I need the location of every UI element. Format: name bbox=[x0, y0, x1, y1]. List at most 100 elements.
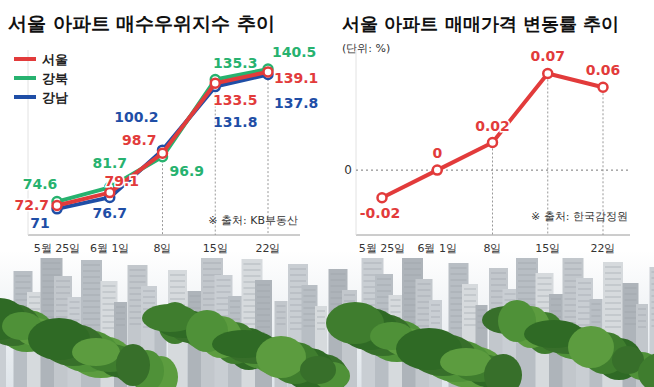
building-window bbox=[431, 305, 440, 306]
tree bbox=[256, 336, 306, 378]
tree bbox=[484, 354, 522, 387]
data-label: 72.7 bbox=[14, 197, 49, 213]
building-window bbox=[638, 321, 646, 322]
building-window bbox=[418, 326, 431, 327]
building-window bbox=[518, 299, 536, 300]
building-window bbox=[130, 270, 146, 271]
building-window bbox=[518, 293, 536, 294]
tree bbox=[638, 352, 654, 387]
building-window bbox=[70, 308, 80, 309]
tree bbox=[300, 356, 336, 384]
building-window bbox=[257, 303, 270, 304]
building-window bbox=[652, 320, 654, 321]
building-window bbox=[418, 308, 431, 309]
building-window bbox=[605, 279, 621, 280]
building-window bbox=[277, 324, 286, 325]
building-window bbox=[304, 296, 316, 297]
building-window bbox=[538, 278, 552, 279]
building-window bbox=[652, 314, 654, 315]
data-label: 0.06 bbox=[586, 62, 621, 78]
building-window bbox=[203, 269, 221, 270]
marker bbox=[599, 83, 608, 92]
chart: 서울 아파트 매매가격 변동률 추이(단위: %)05월 25일6월 1일8일1… bbox=[342, 13, 630, 255]
building-window bbox=[431, 323, 440, 324]
data-label: 76.7 bbox=[92, 205, 127, 221]
building-window bbox=[344, 295, 355, 296]
building-window bbox=[377, 285, 391, 286]
building-window bbox=[257, 315, 270, 316]
building-window bbox=[103, 316, 116, 317]
building-window bbox=[592, 316, 601, 317]
line bbox=[382, 73, 603, 197]
data-labels: 7176.7100.2131.8137.874.681.796.9135.314… bbox=[14, 44, 318, 231]
building-window bbox=[625, 324, 637, 325]
data-label: 0.02 bbox=[475, 118, 510, 134]
building-window bbox=[464, 295, 476, 296]
building-window bbox=[143, 303, 155, 304]
drop-line bbox=[492, 149, 493, 236]
building-window bbox=[190, 308, 201, 309]
building-window bbox=[331, 280, 346, 281]
building-window bbox=[551, 305, 561, 306]
building-window bbox=[70, 302, 80, 303]
building-window bbox=[538, 290, 552, 291]
data-label: 131.8 bbox=[213, 114, 257, 130]
building-window bbox=[170, 287, 185, 288]
building-window bbox=[257, 291, 270, 292]
background-photo bbox=[0, 250, 654, 387]
building-window bbox=[652, 302, 654, 303]
building-window bbox=[565, 269, 582, 270]
building-window bbox=[464, 313, 476, 314]
building-window bbox=[518, 281, 536, 282]
marker bbox=[264, 67, 273, 76]
x-axis bbox=[356, 235, 630, 236]
building-window bbox=[83, 271, 100, 272]
building-window bbox=[83, 319, 100, 320]
building-window bbox=[605, 297, 621, 298]
building-window bbox=[578, 301, 591, 302]
building-window bbox=[605, 273, 621, 274]
building-window bbox=[404, 269, 421, 270]
building-window bbox=[190, 302, 201, 303]
building-window bbox=[130, 282, 146, 283]
data-label: 81.7 bbox=[92, 155, 127, 171]
building-window bbox=[638, 309, 646, 310]
title: 서울 아파트 매매가격 변동률 추이 bbox=[342, 13, 619, 34]
building-window bbox=[464, 289, 476, 290]
building-window bbox=[29, 297, 40, 298]
building-window bbox=[578, 283, 591, 284]
building-window bbox=[518, 275, 536, 276]
building-window bbox=[418, 290, 431, 291]
building-window bbox=[103, 328, 116, 329]
line bbox=[57, 75, 268, 209]
building-window bbox=[290, 281, 306, 282]
building-window bbox=[505, 294, 516, 295]
marker bbox=[378, 193, 387, 202]
building-window bbox=[391, 300, 401, 301]
building-window bbox=[83, 295, 100, 296]
x-tick-label: 15일 bbox=[535, 242, 560, 255]
legend-swatch bbox=[14, 95, 36, 99]
building-window bbox=[605, 285, 621, 286]
building-window bbox=[103, 286, 116, 287]
building-window bbox=[83, 301, 100, 302]
x-tick-label: 15일 bbox=[203, 242, 228, 255]
marker bbox=[158, 149, 167, 158]
building-window bbox=[404, 275, 421, 276]
building-window bbox=[83, 307, 100, 308]
building-window bbox=[605, 315, 621, 316]
building-window bbox=[518, 269, 536, 270]
y-axis bbox=[356, 50, 357, 235]
building-window bbox=[277, 318, 286, 319]
data-labels: -0.0200.020.070.06 bbox=[360, 48, 620, 220]
drop-line bbox=[162, 156, 163, 235]
building-window bbox=[625, 306, 637, 307]
data-label: 96.9 bbox=[170, 163, 205, 179]
building-window bbox=[116, 307, 125, 308]
building-window bbox=[431, 317, 440, 318]
building-window bbox=[103, 292, 116, 293]
x-axis bbox=[28, 235, 300, 236]
building-window bbox=[304, 302, 316, 303]
data-label: -0.02 bbox=[360, 205, 400, 221]
data-label: 140.5 bbox=[272, 44, 316, 60]
